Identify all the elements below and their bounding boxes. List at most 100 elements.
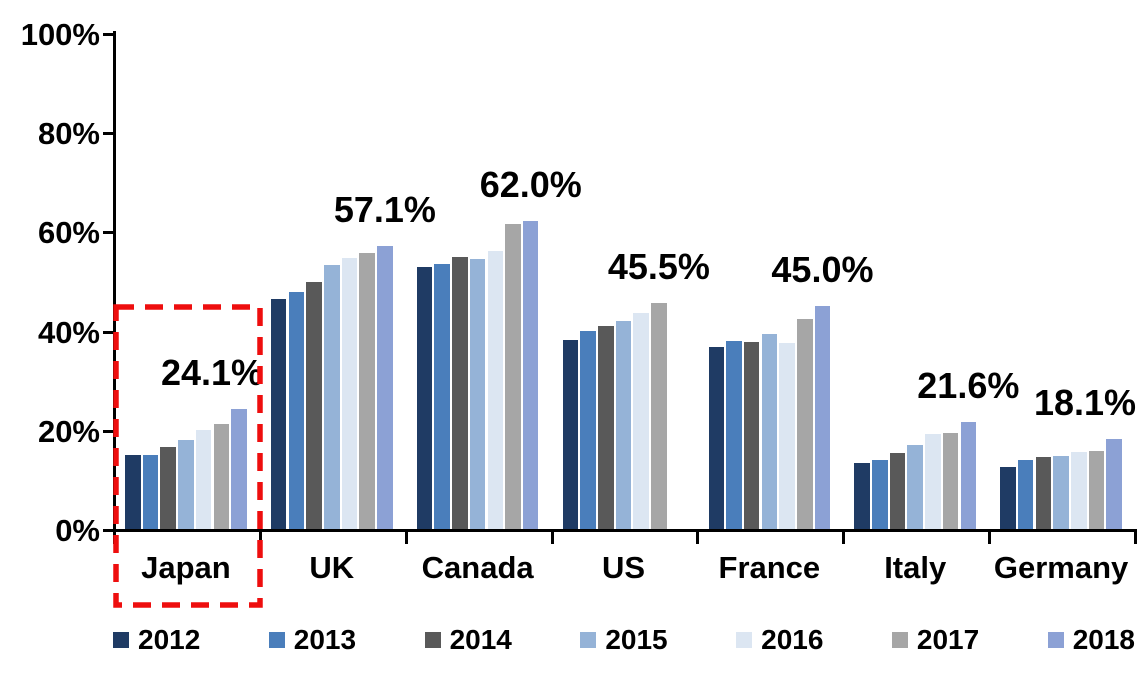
bar-italy-2015 <box>907 444 923 529</box>
x-axis-label-italy: Italy <box>884 550 947 585</box>
bar-us-2013 <box>580 331 596 529</box>
legend-item-2018: 2018 <box>1047 624 1135 655</box>
y-axis-label: 20% <box>37 413 100 449</box>
legend-swatch-2015 <box>580 632 597 648</box>
legend-label: 2014 <box>449 624 512 655</box>
x-axis-label-uk: UK <box>309 550 355 585</box>
value-label: 45.0% <box>771 248 874 290</box>
bar-italy-2012 <box>854 463 870 529</box>
y-axis-tick <box>103 132 116 136</box>
bar-germany-2014 <box>1035 457 1052 529</box>
bar-italy-2016 <box>925 433 941 529</box>
bar-us-2017 <box>651 303 667 529</box>
bar-japan-2014 <box>160 446 176 529</box>
bar-canada-2017 <box>505 223 521 529</box>
bar-germany-2018 <box>1106 439 1122 529</box>
bar-germany-2016 <box>1071 452 1087 529</box>
bar-france-2013 <box>726 341 742 529</box>
bar-japan-2017 <box>213 423 230 529</box>
x-axis-tick <box>988 529 992 544</box>
bar-italy-2017 <box>942 433 959 529</box>
bar-canada-2014 <box>452 257 468 529</box>
legend-label: 2012 <box>138 624 201 655</box>
legend-item-2014: 2014 <box>424 624 512 655</box>
legend-swatch-2017 <box>891 632 908 648</box>
bar-france-2018 <box>814 305 831 529</box>
bar-us-2015 <box>615 320 632 529</box>
bar-canada-2016 <box>487 250 504 529</box>
bar-france-2016 <box>779 343 795 529</box>
legend-label: 2016 <box>761 624 824 655</box>
x-axis-tick <box>258 529 262 544</box>
y-axis-label: 40% <box>37 314 100 350</box>
legend-item-2017: 2017 <box>891 624 980 655</box>
bar-france-2015 <box>761 333 778 529</box>
x-axis-label-germany: Germany <box>993 550 1129 585</box>
bar-uk-2012 <box>270 299 287 529</box>
legend-label: 2017 <box>916 624 980 655</box>
bar-us-2012 <box>562 339 579 529</box>
legend-item-2015: 2015 <box>580 624 668 655</box>
bar-uk-2017 <box>359 252 375 529</box>
bar-italy-2014 <box>889 453 906 529</box>
bar-japan-2016 <box>195 429 212 529</box>
y-axis-tick <box>103 231 116 235</box>
bar-uk-2015 <box>324 265 340 529</box>
bar-us-2016 <box>633 313 649 529</box>
x-axis-line <box>113 529 1137 532</box>
x-axis-tick <box>113 529 116 544</box>
x-axis-tick <box>550 529 554 544</box>
bar-uk-2014 <box>306 281 322 529</box>
y-axis-tick <box>103 529 116 532</box>
y-axis-label: 0% <box>55 513 100 548</box>
legend-label: 2018 <box>1072 624 1135 655</box>
bar-japan-2013 <box>142 454 159 529</box>
x-axis-label-us: US <box>601 550 646 585</box>
legend-label: 2013 <box>293 624 357 655</box>
value-label: 24.1% <box>160 352 264 394</box>
legend-swatch-2012 <box>113 632 129 648</box>
legend-swatch-2013 <box>268 632 285 648</box>
y-axis-label: 80% <box>37 116 100 152</box>
bar-france-2017 <box>797 319 813 529</box>
bar-canada-2012 <box>416 266 433 529</box>
x-axis-tick <box>404 529 408 544</box>
value-label: 45.5% <box>607 246 710 288</box>
y-axis-line <box>113 31 116 532</box>
x-axis-label-japan: Japan <box>141 550 231 585</box>
x-axis-label-france: France <box>718 550 821 585</box>
bar-germany-2017 <box>1088 450 1105 529</box>
legend-swatch-2014 <box>424 632 441 648</box>
bar-japan-2018 <box>231 409 247 529</box>
bar-france-2014 <box>743 341 760 529</box>
legend: 2012 2013 2014 2015 2016 2017 2018 <box>113 621 1135 659</box>
bar-canada-2018 <box>522 221 539 529</box>
bar-uk-2016 <box>341 258 358 529</box>
bar-italy-2013 <box>872 459 888 529</box>
x-axis-tick <box>842 529 846 544</box>
bar-canada-2013 <box>434 264 450 529</box>
bar-us-2014 <box>598 325 614 529</box>
value-label: 18.1% <box>1033 382 1137 424</box>
bar-germany-2013 <box>1017 460 1034 529</box>
y-axis-tick <box>103 429 116 433</box>
x-axis-tick <box>696 529 700 544</box>
bar-germany-2012 <box>1000 467 1016 529</box>
legend-label: 2015 <box>605 624 668 655</box>
value-label: 62.0% <box>479 164 582 206</box>
legend-item-2013: 2013 <box>268 624 357 655</box>
y-axis-tick <box>103 330 116 334</box>
bar-canada-2015 <box>469 258 486 529</box>
x-axis-label-canada: Canada <box>421 550 534 585</box>
y-axis-tick <box>103 33 116 36</box>
bar-uk-2018 <box>377 245 393 529</box>
bar-uk-2013 <box>288 291 305 529</box>
legend-swatch-2018 <box>1047 632 1064 648</box>
y-axis-label: 100% <box>20 17 100 52</box>
bar-italy-2018 <box>960 421 977 529</box>
bar-france-2012 <box>708 347 724 529</box>
bar-germany-2015 <box>1053 455 1069 529</box>
legend-swatch-2016 <box>736 632 753 648</box>
